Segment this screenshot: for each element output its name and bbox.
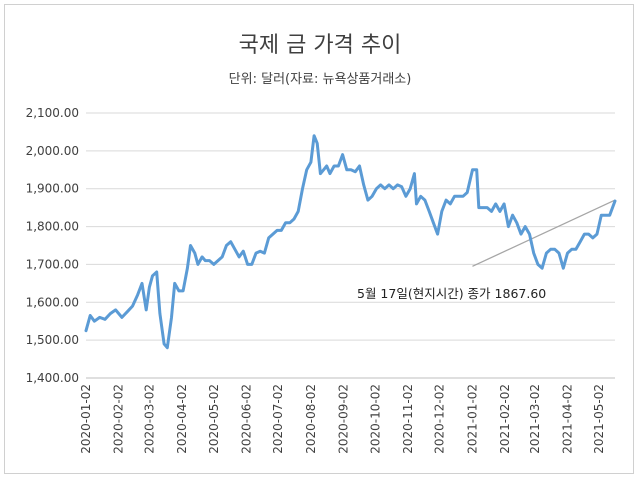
chart-frame xyxy=(4,4,634,474)
x-tick-label: 2021-02-02 xyxy=(498,384,512,454)
x-tick-label: 2020-11-02 xyxy=(401,384,415,454)
chart-title: 국제 금 가격 추이 xyxy=(239,33,402,58)
x-tick-label: 2021-03-02 xyxy=(528,384,542,454)
y-tick-label: 1,600.00 xyxy=(26,295,79,309)
y-tick-label: 2,000.00 xyxy=(26,144,79,158)
y-tick-label: 2,100.00 xyxy=(26,106,79,120)
x-tick-label: 2020-12-02 xyxy=(433,384,447,454)
y-tick-label: 1,700.00 xyxy=(26,257,79,271)
x-tick-label: 2020-02-02 xyxy=(112,384,126,454)
grid-layer xyxy=(86,112,615,379)
x-tick-label: 2020-03-02 xyxy=(142,384,156,454)
y-tick-label: 1,800.00 xyxy=(26,220,79,234)
x-tick-label: 2020-06-02 xyxy=(239,384,253,454)
tick-layer: 1,400.00 1,500.00 1,600.00 1,700.00 1,800.00… xyxy=(26,106,607,454)
x-tick-label: 2021-05-02 xyxy=(592,384,606,454)
close-price-annotation: 5월 17일(현지시간) 종가 1867.60 xyxy=(357,286,546,301)
series-layer xyxy=(84,134,617,350)
y-tick-label: 1,500.00 xyxy=(26,333,79,347)
y-tick-label: 1,900.00 xyxy=(26,182,79,196)
x-tick-label: 2020-04-02 xyxy=(175,384,189,454)
x-tick-label: 2020-01-02 xyxy=(79,384,93,454)
trend-line xyxy=(472,199,616,267)
y-tick-label: 1,400.00 xyxy=(26,371,79,385)
trend-layer xyxy=(472,199,616,267)
x-tick-label: 2020-07-02 xyxy=(271,384,285,454)
chart-subtitle: 단위: 달러(자료: 뉴욕상품거래소) xyxy=(229,72,412,87)
x-tick-label: 2020-08-02 xyxy=(304,384,318,454)
x-tick-label: 2021-01-02 xyxy=(465,384,479,454)
x-tick-label: 2021-04-02 xyxy=(560,384,574,454)
x-tick-label: 2020-09-02 xyxy=(337,384,351,454)
gold-price-line xyxy=(84,134,617,350)
x-tick-label: 2020-05-02 xyxy=(207,384,221,454)
x-tick-label: 2020-10-02 xyxy=(368,384,382,454)
